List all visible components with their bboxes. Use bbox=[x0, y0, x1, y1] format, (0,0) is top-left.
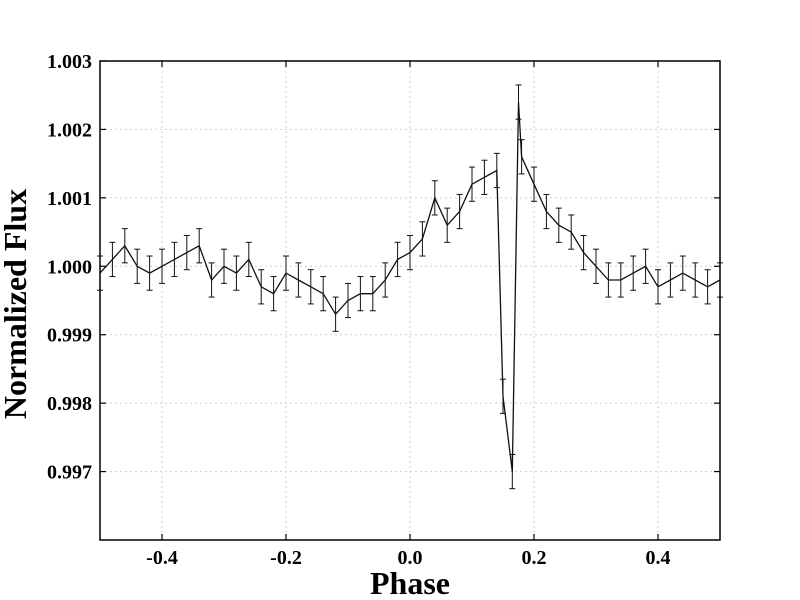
y-tick-label: 1.000 bbox=[47, 256, 92, 278]
x-tick-label: 0.0 bbox=[398, 547, 423, 569]
grid bbox=[100, 60, 720, 540]
y-axis: 0.997 0.998 0.999 1.000 1.001 1.002 1.003 bbox=[47, 51, 720, 484]
y-tick-label: 0.999 bbox=[47, 325, 92, 347]
x-tick-label: 0.4 bbox=[646, 547, 671, 569]
y-tick-label: 1.001 bbox=[47, 188, 92, 210]
y-tick-label: 0.998 bbox=[47, 393, 92, 415]
flux-series-line bbox=[99, 102, 721, 472]
x-tick-label: -0.4 bbox=[146, 547, 178, 569]
x-axis: -0.4 -0.2 0.0 0.2 0.4 bbox=[146, 61, 671, 569]
x-axis-title: Phase bbox=[370, 565, 450, 600]
x-tick-label: -0.2 bbox=[270, 547, 302, 569]
y-axis-title: Normalized Flux bbox=[0, 189, 33, 419]
y-tick-label: 1.003 bbox=[47, 51, 92, 73]
x-tick-label: 0.2 bbox=[522, 547, 547, 569]
y-tick-label: 0.997 bbox=[47, 462, 92, 484]
y-tick-label: 1.002 bbox=[47, 119, 92, 141]
